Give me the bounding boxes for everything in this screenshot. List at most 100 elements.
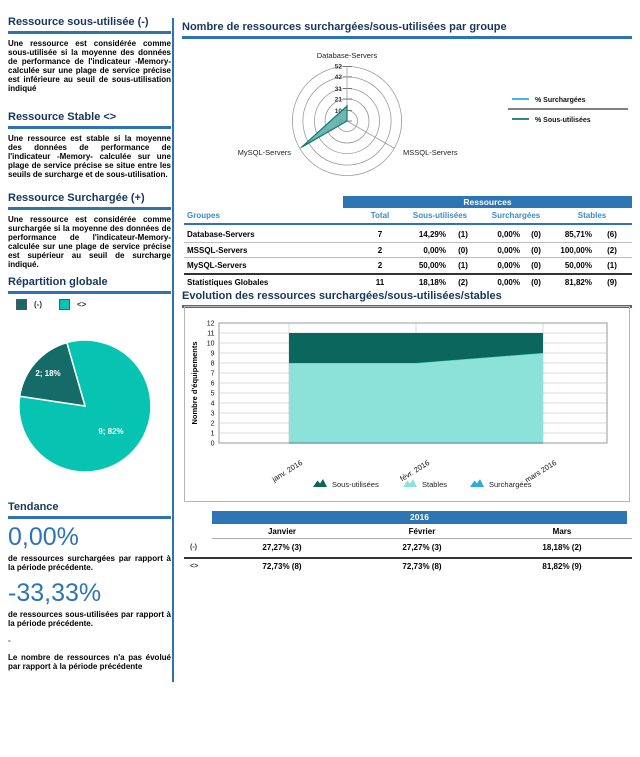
trend-caption-sous-utilisees: de ressources sous-utilisées par rapport… (8, 609, 171, 628)
sur-count: (0) (531, 246, 541, 255)
section-title: Nombre de ressources surchargées/sous-ut… (182, 21, 507, 33)
sous-count: (1) (458, 230, 468, 239)
legend-swatch-sous-utilisee (16, 299, 27, 310)
sous-pct: 0,00% (423, 246, 446, 255)
col-surchargees: Surchargées (491, 211, 541, 220)
section-underline (8, 516, 171, 519)
section-underline (8, 291, 171, 294)
stables-pct: 100,00% (560, 246, 592, 255)
sur-pct: 0,00% (497, 278, 520, 287)
stables-pct: 50,00% (564, 261, 592, 270)
legend-mountain-icon (403, 479, 417, 487)
col-sous-utilisees: Sous-utilisées (412, 211, 468, 220)
trend-value-sous-utilisees: -33,33% (8, 578, 102, 607)
body-text: calculée sur une plage de service précis… (8, 241, 171, 270)
trend-note: Le nombre de ressources n'a pas évolué p… (8, 653, 171, 672)
legend-swatch-stable (59, 299, 70, 310)
group-name: Statistiques Globales (187, 278, 269, 287)
totals-divider (184, 273, 632, 275)
table-row: Database-Servers 7 14,29% (1) 0,00% (0) … (184, 227, 632, 242)
stables-count: (6) (607, 230, 617, 239)
pie-slice-label: 2; 18% (35, 369, 60, 378)
y-tick-label: 3 (211, 410, 215, 417)
heading-evolution: Evolution des ressources surchargées/sou… (182, 290, 632, 308)
sous-pct: 14,29% (418, 230, 446, 239)
sur-count: (0) (531, 278, 541, 287)
ressources-table: Ressources Groupes Total Sous-utilisées … (184, 196, 632, 288)
legend-label: % Sous-utilisées (535, 117, 591, 124)
table-row: MySQL-Servers 2 50,00% (1) 0,00% (0) 50,… (184, 257, 632, 273)
row-label: <> (190, 563, 199, 570)
radar-tick-label: 42 (335, 74, 343, 81)
radar-tick-label: 10 (335, 108, 343, 115)
body-text: Une ressource est stable si la moyenne d… (8, 133, 171, 161)
x-tick-label: janv. 2016 (270, 458, 305, 484)
sur-pct: 0,00% (497, 230, 520, 239)
legend-mountain-icon (313, 479, 327, 487)
section-body: Une ressource est stable si la moyenne d… (8, 134, 171, 180)
radar-series-sous-utilisees (301, 104, 348, 148)
radar-tick-label: 21 (335, 96, 343, 103)
section-title: Evolution des ressources surchargées/sou… (182, 290, 502, 302)
cell-value: 72,73% (8) (262, 562, 302, 571)
table-header-row: Janvier Février Mars (184, 525, 632, 538)
section-underline (8, 207, 171, 210)
radar-axis-label: MSSQL-Servers (403, 148, 458, 157)
row-divider (184, 557, 632, 559)
trend-caption-surchargees: de ressources surchargées par rapport à … (8, 553, 171, 572)
radar-tick-label: 31 (335, 86, 343, 93)
y-tick-label: 10 (207, 340, 215, 347)
plot-border (218, 322, 608, 444)
column-divider (172, 18, 174, 682)
section-body: Une ressource est considérée comme sous-… (8, 39, 171, 94)
legend-mountain-icon (470, 479, 484, 487)
col-stables: Stables (577, 211, 607, 220)
body-text: Une ressource est considérée comme sous-… (8, 38, 171, 66)
stables-pct: 85,71% (564, 230, 592, 239)
radar-legend: % Surchargées % Sous-utilisées (508, 97, 628, 124)
section-title: Tendance (8, 501, 59, 513)
stables-count: (9) (607, 278, 617, 287)
sur-count: (0) (531, 230, 541, 239)
body-bold: -Memory- (134, 56, 171, 66)
sous-count: (1) (458, 261, 468, 270)
y-tick-label: 12 (207, 320, 215, 327)
total-value: 2 (377, 261, 383, 270)
stables-pct: 81,82% (564, 278, 592, 287)
radar-tick-label: 52 (335, 64, 343, 71)
cell-value: 27,27% (3) (262, 543, 302, 552)
radar-axis-label: MySQL-Servers (238, 148, 292, 157)
total-value: 2 (377, 246, 383, 255)
y-tick-label: 8 (211, 360, 215, 367)
legend-label: % Surchargées (535, 97, 586, 104)
y-axis-title: Nombre d'équipements (190, 341, 199, 424)
y-tick-label: 5 (211, 390, 215, 397)
total-value: 11 (375, 278, 385, 287)
pie-chart: 2; 18% 9; 82% (18, 339, 152, 473)
section-sous-utilisee: Ressource sous-utilisée (-) Une ressourc… (8, 16, 171, 93)
col-total: Total (370, 211, 390, 220)
y-tick-label: 6 (211, 380, 215, 387)
section-title: Ressource sous-utilisée (-) (8, 16, 149, 28)
table-totals-row: Statistiques Globales 11 18,18% (2) 0,00… (184, 275, 632, 290)
trend-dash: - (8, 635, 11, 645)
row-label: (-) (190, 544, 197, 551)
body-text: Une ressource est considérée comme surch… (8, 214, 171, 242)
y-tick-label: 0 (211, 440, 215, 447)
radar-axis-label: Database-Servers (317, 51, 378, 60)
section-underline (8, 126, 171, 129)
section-title: Ressource Surchargée (+) (8, 192, 145, 204)
section-title: Ressource Stable <> (8, 111, 117, 123)
section-title: Répartition globale (8, 276, 108, 288)
sous-count: (2) (458, 278, 468, 287)
sur-count: (0) (531, 261, 541, 270)
area-stables (289, 353, 543, 443)
table-row: (-) 27,27% (3) 27,27% (3) 18,18% (2) (184, 540, 632, 556)
heading-radar: Nombre de ressources surchargées/sous-ut… (182, 21, 632, 39)
section-tendance: Tendance 0,00% de ressources surchargées… (8, 501, 171, 671)
group-name: MySQL-Servers (187, 261, 247, 270)
legend-label: Sous-utilisées (332, 480, 379, 489)
y-tick-label: 4 (211, 400, 215, 407)
